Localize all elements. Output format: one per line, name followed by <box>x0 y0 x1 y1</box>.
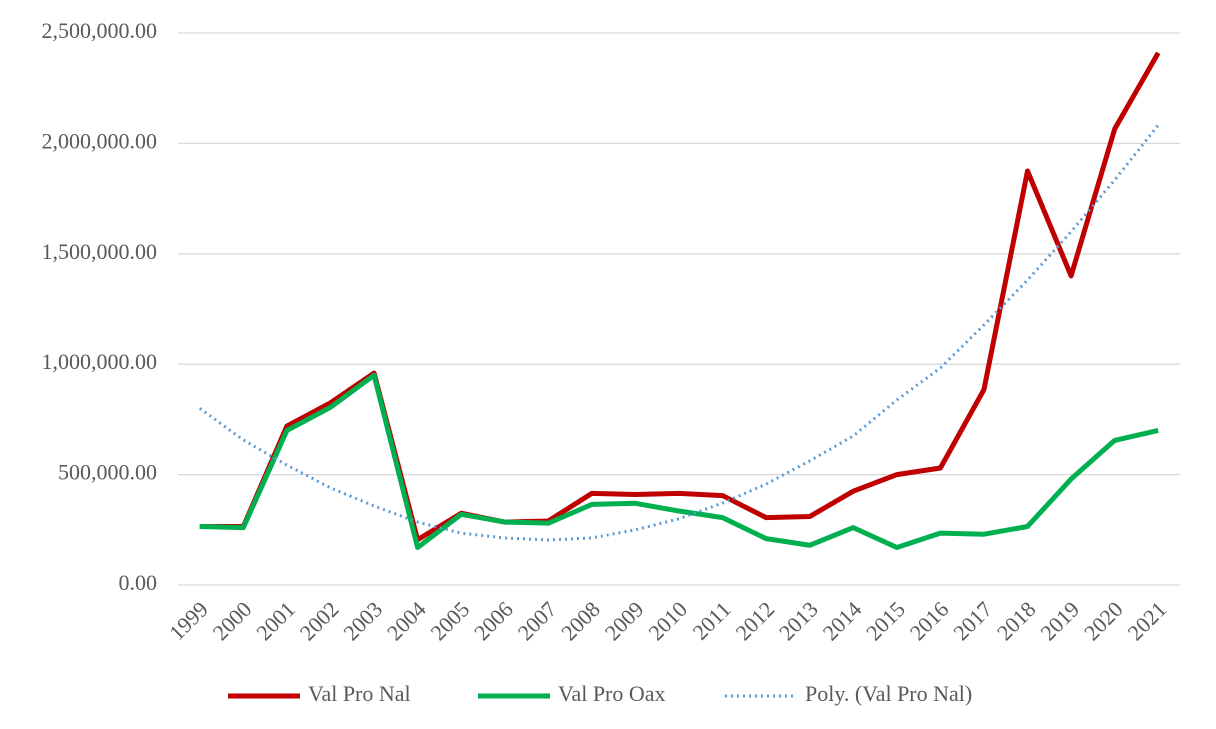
x-tick-label: 2014 <box>818 596 867 645</box>
x-tick-label: 2015 <box>861 596 910 645</box>
x-tick-label: 2007 <box>513 596 562 645</box>
y-tick-label: 500,000.00 <box>58 460 157 485</box>
x-tick-label: 2012 <box>730 596 779 645</box>
line <box>199 51 1161 543</box>
line <box>198 124 1160 542</box>
x-tick-label: 1999 <box>164 596 213 645</box>
x-tick-label: 2004 <box>382 596 431 645</box>
y-tick-label: 1,500,000.00 <box>42 239 158 264</box>
x-tick-label: 2020 <box>1079 596 1128 645</box>
x-tick-label: 2021 <box>1123 596 1172 645</box>
x-tick-label: 2011 <box>687 596 735 644</box>
x-tick-label: 2005 <box>425 596 474 645</box>
x-tick-label: 2010 <box>643 596 692 645</box>
y-tick-label: 2,000,000.00 <box>42 128 158 153</box>
x-tick-label: 2001 <box>251 596 300 645</box>
x-tick-label: 2017 <box>948 596 997 645</box>
legend-label: Poly. (Val Pro Nal) <box>805 681 972 706</box>
x-tick-label: 2009 <box>600 596 649 645</box>
line <box>199 372 1159 550</box>
x-tick-label: 2002 <box>295 596 344 645</box>
y-tick-label: 2,500,000.00 <box>42 18 158 43</box>
y-tick-label: 0.00 <box>119 570 158 595</box>
y-tick-label: 1,000,000.00 <box>42 349 158 374</box>
x-tick-label: 2013 <box>774 596 823 645</box>
legend-label: Val Pro Oax <box>558 681 666 706</box>
x-tick-label: 2006 <box>469 596 518 645</box>
x-tick-label: 2003 <box>338 596 387 645</box>
x-tick-label: 2008 <box>556 596 605 645</box>
x-tick-label: 2018 <box>992 596 1041 645</box>
x-tick-label: 2019 <box>1035 596 1084 645</box>
x-tick-label: 2000 <box>208 596 257 645</box>
legend-label: Val Pro Nal <box>308 681 411 706</box>
x-tick-label: 2016 <box>905 596 954 645</box>
